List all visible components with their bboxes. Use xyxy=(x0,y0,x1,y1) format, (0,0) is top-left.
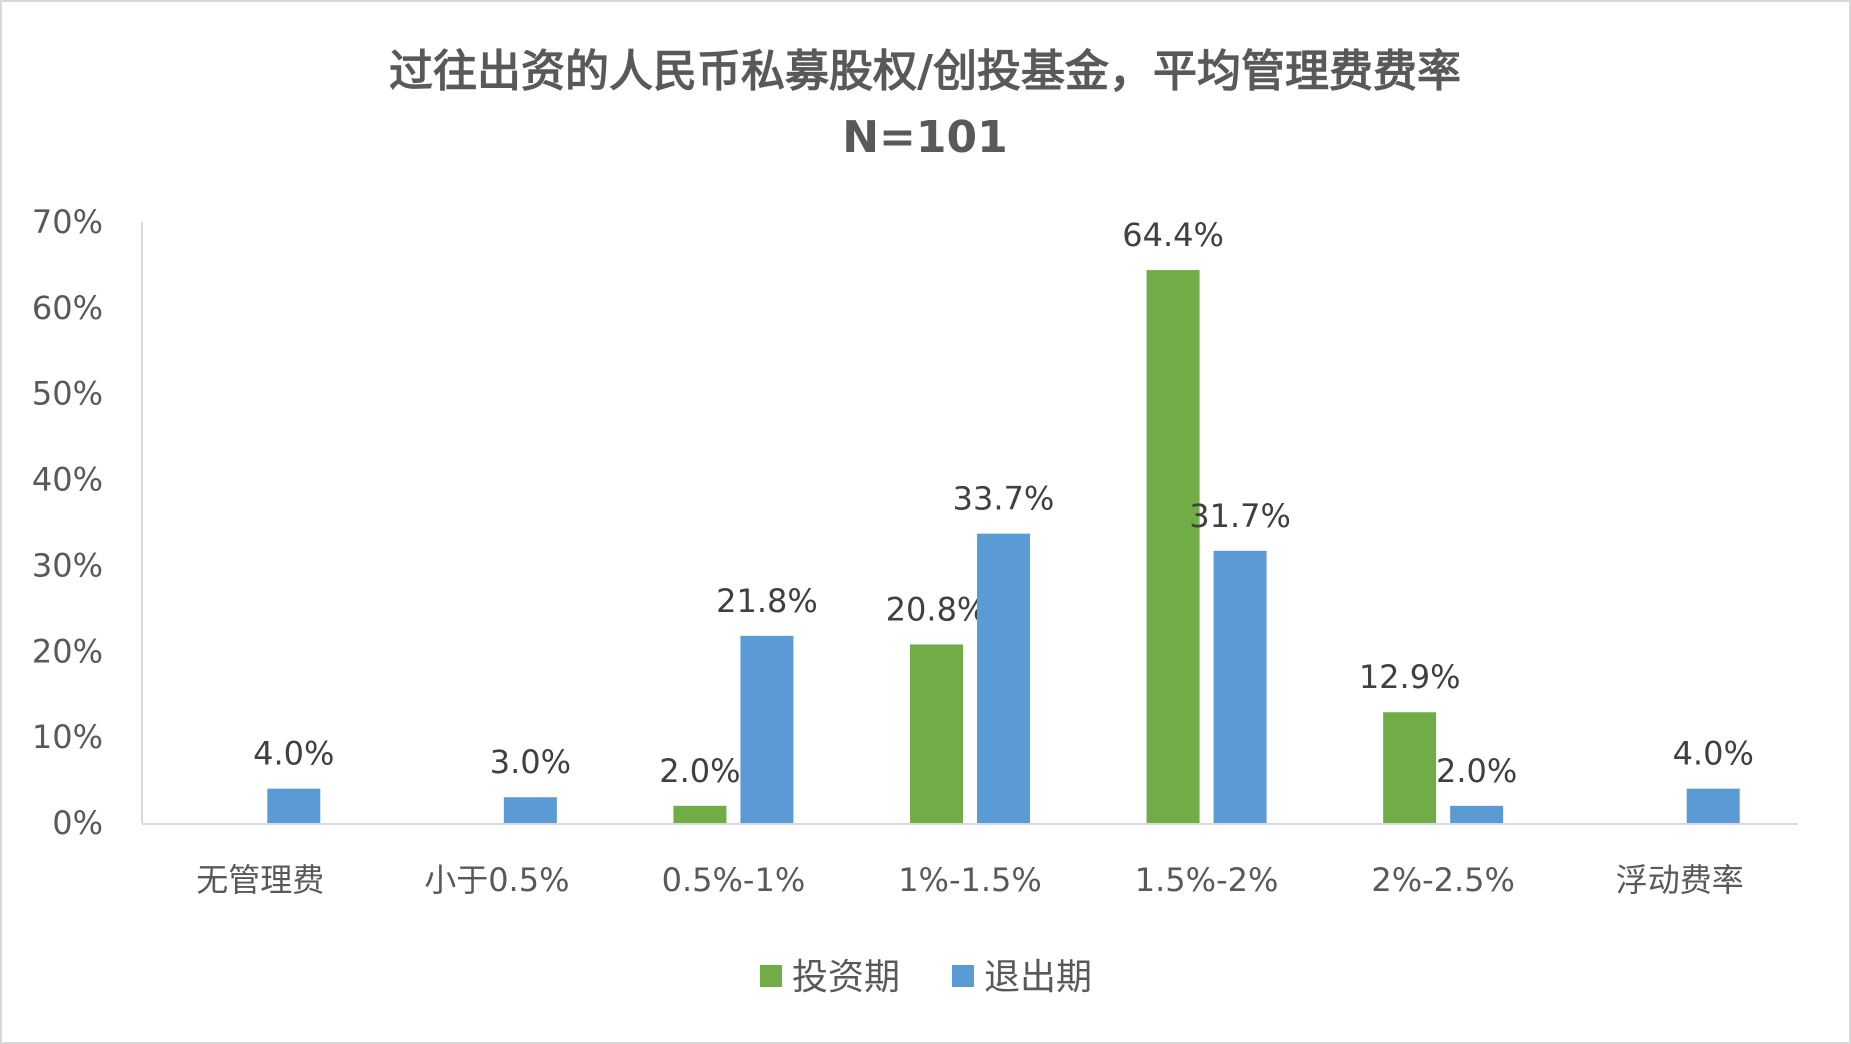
data-label: 64.4% xyxy=(1122,216,1224,254)
bar-investment xyxy=(1383,712,1437,823)
data-label: 4.0% xyxy=(1673,735,1754,773)
x-category-label: 浮动费率 xyxy=(1616,861,1744,899)
data-label: 4.0% xyxy=(253,735,334,773)
y-tick-label: 40% xyxy=(32,461,103,499)
bar-exit xyxy=(1213,550,1267,823)
bar-exit xyxy=(740,635,794,823)
bar-exit xyxy=(977,533,1030,823)
legend-swatch xyxy=(952,965,974,987)
x-category-label: 2%-2.5% xyxy=(1371,861,1515,899)
data-label: 33.7% xyxy=(953,480,1055,518)
bar-exit xyxy=(1450,805,1504,823)
y-tick-label: 20% xyxy=(32,632,103,670)
legend-swatch xyxy=(760,965,782,987)
data-label: 31.7% xyxy=(1189,497,1291,535)
y-tick-label: 60% xyxy=(32,289,103,327)
y-tick-label: 10% xyxy=(32,718,103,756)
chart-title: 过往出资的人民币私募股权/创投基金，平均管理费费率 xyxy=(389,46,1461,97)
x-category-label: 1.5%-2% xyxy=(1135,861,1279,899)
bar-exit xyxy=(503,797,557,823)
data-label: 2.0% xyxy=(659,752,740,790)
legend-label: 投资期 xyxy=(792,957,900,998)
data-label: 21.8% xyxy=(716,582,818,620)
bar-investment xyxy=(910,644,963,823)
x-category-label: 1%-1.5% xyxy=(898,861,1042,899)
x-category-label: 小于0.5% xyxy=(424,861,569,899)
y-tick-label: 70% xyxy=(32,203,103,241)
data-label: 20.8% xyxy=(886,590,988,628)
data-label: 12.9% xyxy=(1359,658,1461,696)
bar-exit xyxy=(1686,788,1740,823)
y-tick-label: 50% xyxy=(32,375,103,413)
bar-investment xyxy=(673,805,727,823)
y-tick-label: 0% xyxy=(52,804,103,842)
chart-subtitle: N=101 xyxy=(842,112,1008,163)
x-category-label: 0.5%-1% xyxy=(662,861,806,899)
data-label: 2.0% xyxy=(1436,752,1517,790)
data-label: 3.0% xyxy=(490,743,571,781)
legend-label: 退出期 xyxy=(984,957,1092,998)
bar-investment xyxy=(1146,270,1200,824)
x-category-label: 无管理费 xyxy=(196,861,324,899)
bar-exit xyxy=(267,788,321,823)
y-tick-label: 30% xyxy=(32,546,103,584)
